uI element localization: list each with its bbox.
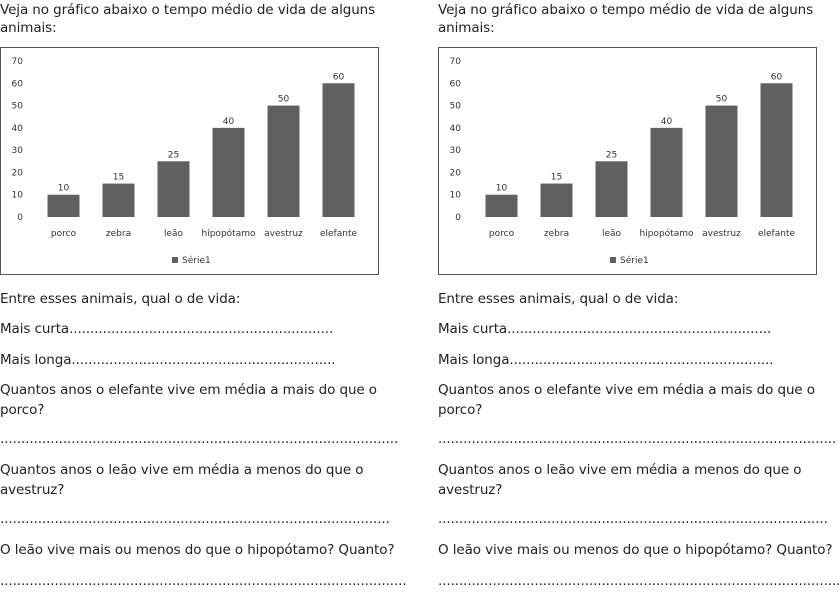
- x-tick-label: zebra: [106, 229, 131, 239]
- question-elephant-cont: porco?: [0, 402, 45, 418]
- data-label: 60: [333, 72, 345, 82]
- answer-line-lion[interactable]: ........................................…: [438, 511, 828, 527]
- x-tick-label: porco: [51, 229, 77, 239]
- answer-shortest[interactable]: Mais curta..............................…: [438, 319, 771, 339]
- question-lead: Entre esses animais, qual o de vida:: [0, 291, 241, 307]
- question-hippo: O leão vive mais ou menos do que o hipop…: [0, 542, 395, 558]
- y-tick-label: 60: [12, 79, 24, 89]
- bar-1: [102, 183, 135, 217]
- dots-shortest: ........................................…: [507, 321, 772, 337]
- question-hippo: O leão vive mais ou menos do que o hipop…: [438, 542, 833, 558]
- y-tick-label: 60: [450, 79, 462, 89]
- question-lion-cont: avestruz?: [0, 482, 65, 498]
- data-label: 50: [716, 95, 728, 105]
- answer-line-elephant[interactable]: ........................................…: [0, 431, 399, 447]
- label-longest: Mais longa: [438, 352, 510, 368]
- question-lion: Quantos anos o leão vive em média a meno…: [438, 462, 802, 478]
- answer-longest[interactable]: Mais longa..............................…: [0, 350, 336, 370]
- dots-shortest: ........................................…: [69, 321, 334, 337]
- bar-2: [157, 161, 190, 217]
- x-tick-label: leão: [164, 229, 184, 239]
- x-tick-label: porco: [489, 229, 515, 239]
- x-tick-label: avestruz: [702, 229, 741, 239]
- bar-3: [212, 127, 245, 217]
- data-label: 25: [606, 150, 617, 160]
- y-tick-label: 40: [450, 124, 462, 134]
- y-tick-label: 70: [450, 57, 462, 67]
- bar-3: [650, 127, 683, 217]
- data-label: 25: [168, 150, 179, 160]
- data-label: 40: [661, 117, 673, 127]
- answer-line-hippo[interactable]: ........................................…: [0, 573, 407, 589]
- question-elephant-cont: porco?: [438, 402, 483, 418]
- legend-label: Série1: [182, 255, 211, 266]
- data-label: 60: [771, 72, 783, 82]
- x-tick-label: zebra: [544, 229, 569, 239]
- legend-label: Série1: [620, 255, 649, 266]
- answer-shortest[interactable]: Mais curta..............................…: [0, 319, 333, 339]
- label-shortest: Mais curta: [438, 321, 508, 337]
- answer-longest[interactable]: Mais longa..............................…: [438, 350, 774, 370]
- chart-svg: 0 10 20 30 40 50 60 70 10 porco 15 zebra 25 leão 40 hip…: [12, 57, 358, 266]
- y-tick-label: 0: [17, 213, 23, 223]
- answer-line-lion[interactable]: ........................................…: [0, 511, 390, 527]
- bar-0: [485, 194, 518, 217]
- legend-swatch: [610, 257, 616, 263]
- legend-swatch: [172, 257, 178, 263]
- data-label: 10: [58, 184, 70, 194]
- y-tick-label: 30: [12, 146, 24, 156]
- bar-1: [540, 183, 573, 217]
- y-tick-label: 50: [450, 102, 462, 112]
- bar-2: [595, 161, 628, 217]
- y-tick-label: 70: [12, 57, 24, 67]
- data-label: 15: [551, 173, 562, 183]
- y-tick-label: 50: [12, 102, 24, 112]
- x-tick-label: hipopótamo: [640, 228, 694, 239]
- question-elephant: Quantos anos o elefante vive em média a …: [438, 382, 815, 398]
- intro-text-cont: animais:: [0, 20, 57, 36]
- x-tick-label: avestruz: [264, 229, 303, 239]
- data-label: 15: [113, 173, 124, 183]
- answer-line-hippo[interactable]: ........................................…: [438, 573, 840, 589]
- y-tick-label: 20: [450, 168, 462, 178]
- bar-4: [267, 105, 300, 217]
- bar-chart: 0 10 20 30 40 50 60 70 10 porco 15 zebra 25 leão 40 hip…: [0, 47, 379, 275]
- y-tick-label: 40: [12, 124, 24, 134]
- intro-text-cont: animais:: [438, 20, 495, 36]
- question-lion-cont: avestruz?: [438, 482, 503, 498]
- y-tick-label: 30: [450, 146, 462, 156]
- x-tick-label: elefante: [758, 229, 795, 239]
- intro-text: Veja no gráfico abaixo o tempo médio de …: [0, 2, 376, 18]
- y-tick-label: 10: [450, 191, 462, 201]
- question-lead: Entre esses animais, qual o de vida:: [438, 291, 679, 307]
- bar-chart: 0 10 20 30 40 50 60 70 10 porco 15 zebra 25 leão 40 hip…: [438, 47, 817, 275]
- bar-4: [705, 105, 738, 217]
- x-tick-label: hipopótamo: [202, 228, 256, 239]
- dots-longest: ........................................…: [509, 352, 774, 368]
- question-lion: Quantos anos o leão vive em média a meno…: [0, 462, 364, 478]
- x-tick-label: elefante: [320, 229, 357, 239]
- data-label: 40: [223, 117, 235, 127]
- dots-longest: ........................................…: [71, 352, 336, 368]
- bar-0: [47, 194, 80, 217]
- intro-text: Veja no gráfico abaixo o tempo médio de …: [438, 2, 814, 18]
- y-tick-label: 20: [12, 168, 24, 178]
- question-elephant: Quantos anos o elefante vive em média a …: [0, 382, 377, 398]
- label-shortest: Mais curta: [0, 321, 70, 337]
- data-label: 50: [278, 95, 290, 105]
- bar-5: [322, 83, 355, 218]
- bar-5: [760, 83, 793, 218]
- x-tick-label: leão: [602, 229, 622, 239]
- answer-line-elephant[interactable]: ........................................…: [438, 431, 837, 447]
- chart-svg: 0 10 20 30 40 50 60 70 10 porco 15 zebra 25 leão 40 hip…: [450, 57, 796, 266]
- y-tick-label: 0: [455, 213, 461, 223]
- data-label: 10: [496, 184, 508, 194]
- label-longest: Mais longa: [0, 352, 72, 368]
- y-tick-label: 10: [12, 191, 24, 201]
